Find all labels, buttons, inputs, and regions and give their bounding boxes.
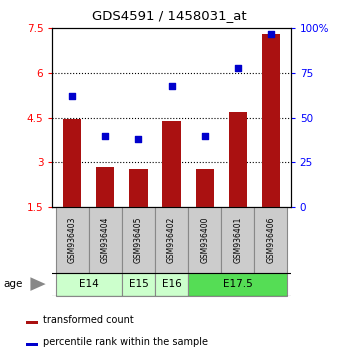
- Text: age: age: [3, 279, 23, 289]
- Text: E15: E15: [128, 279, 148, 289]
- Text: GSM936406: GSM936406: [266, 217, 275, 263]
- Bar: [26, 321, 38, 324]
- Text: GSM936402: GSM936402: [167, 217, 176, 263]
- Bar: [56, 207, 89, 273]
- Bar: [122, 207, 155, 273]
- Bar: [122, 273, 155, 296]
- Bar: [262, 34, 280, 207]
- Text: GSM936405: GSM936405: [134, 217, 143, 263]
- Bar: [254, 207, 287, 273]
- Text: GSM936403: GSM936403: [68, 217, 77, 263]
- Point: [70, 93, 75, 99]
- Text: E17.5: E17.5: [223, 279, 252, 289]
- Text: percentile rank within the sample: percentile rank within the sample: [43, 337, 208, 347]
- Point: [169, 83, 174, 88]
- Bar: [221, 207, 254, 273]
- Bar: [89, 207, 122, 273]
- Text: E14: E14: [79, 279, 99, 289]
- Bar: [26, 343, 38, 346]
- Bar: [96, 167, 115, 207]
- Polygon shape: [30, 277, 46, 291]
- Bar: [163, 121, 180, 207]
- Bar: [155, 273, 188, 296]
- Bar: [195, 169, 214, 207]
- Text: GSM936404: GSM936404: [101, 217, 110, 263]
- Bar: [155, 207, 188, 273]
- Text: GSM936400: GSM936400: [200, 217, 209, 263]
- Point: [235, 65, 240, 70]
- Text: GSM936401: GSM936401: [233, 217, 242, 263]
- Text: transformed count: transformed count: [43, 315, 134, 325]
- Bar: [188, 207, 221, 273]
- Bar: [228, 112, 247, 207]
- Point: [202, 133, 207, 138]
- Text: GDS4591 / 1458031_at: GDS4591 / 1458031_at: [92, 9, 246, 22]
- Bar: [56, 273, 122, 296]
- Point: [136, 136, 141, 142]
- Point: [103, 133, 108, 138]
- Point: [268, 31, 273, 36]
- Bar: [129, 169, 148, 207]
- Text: E16: E16: [162, 279, 182, 289]
- Bar: [63, 119, 81, 207]
- Bar: [188, 273, 287, 296]
